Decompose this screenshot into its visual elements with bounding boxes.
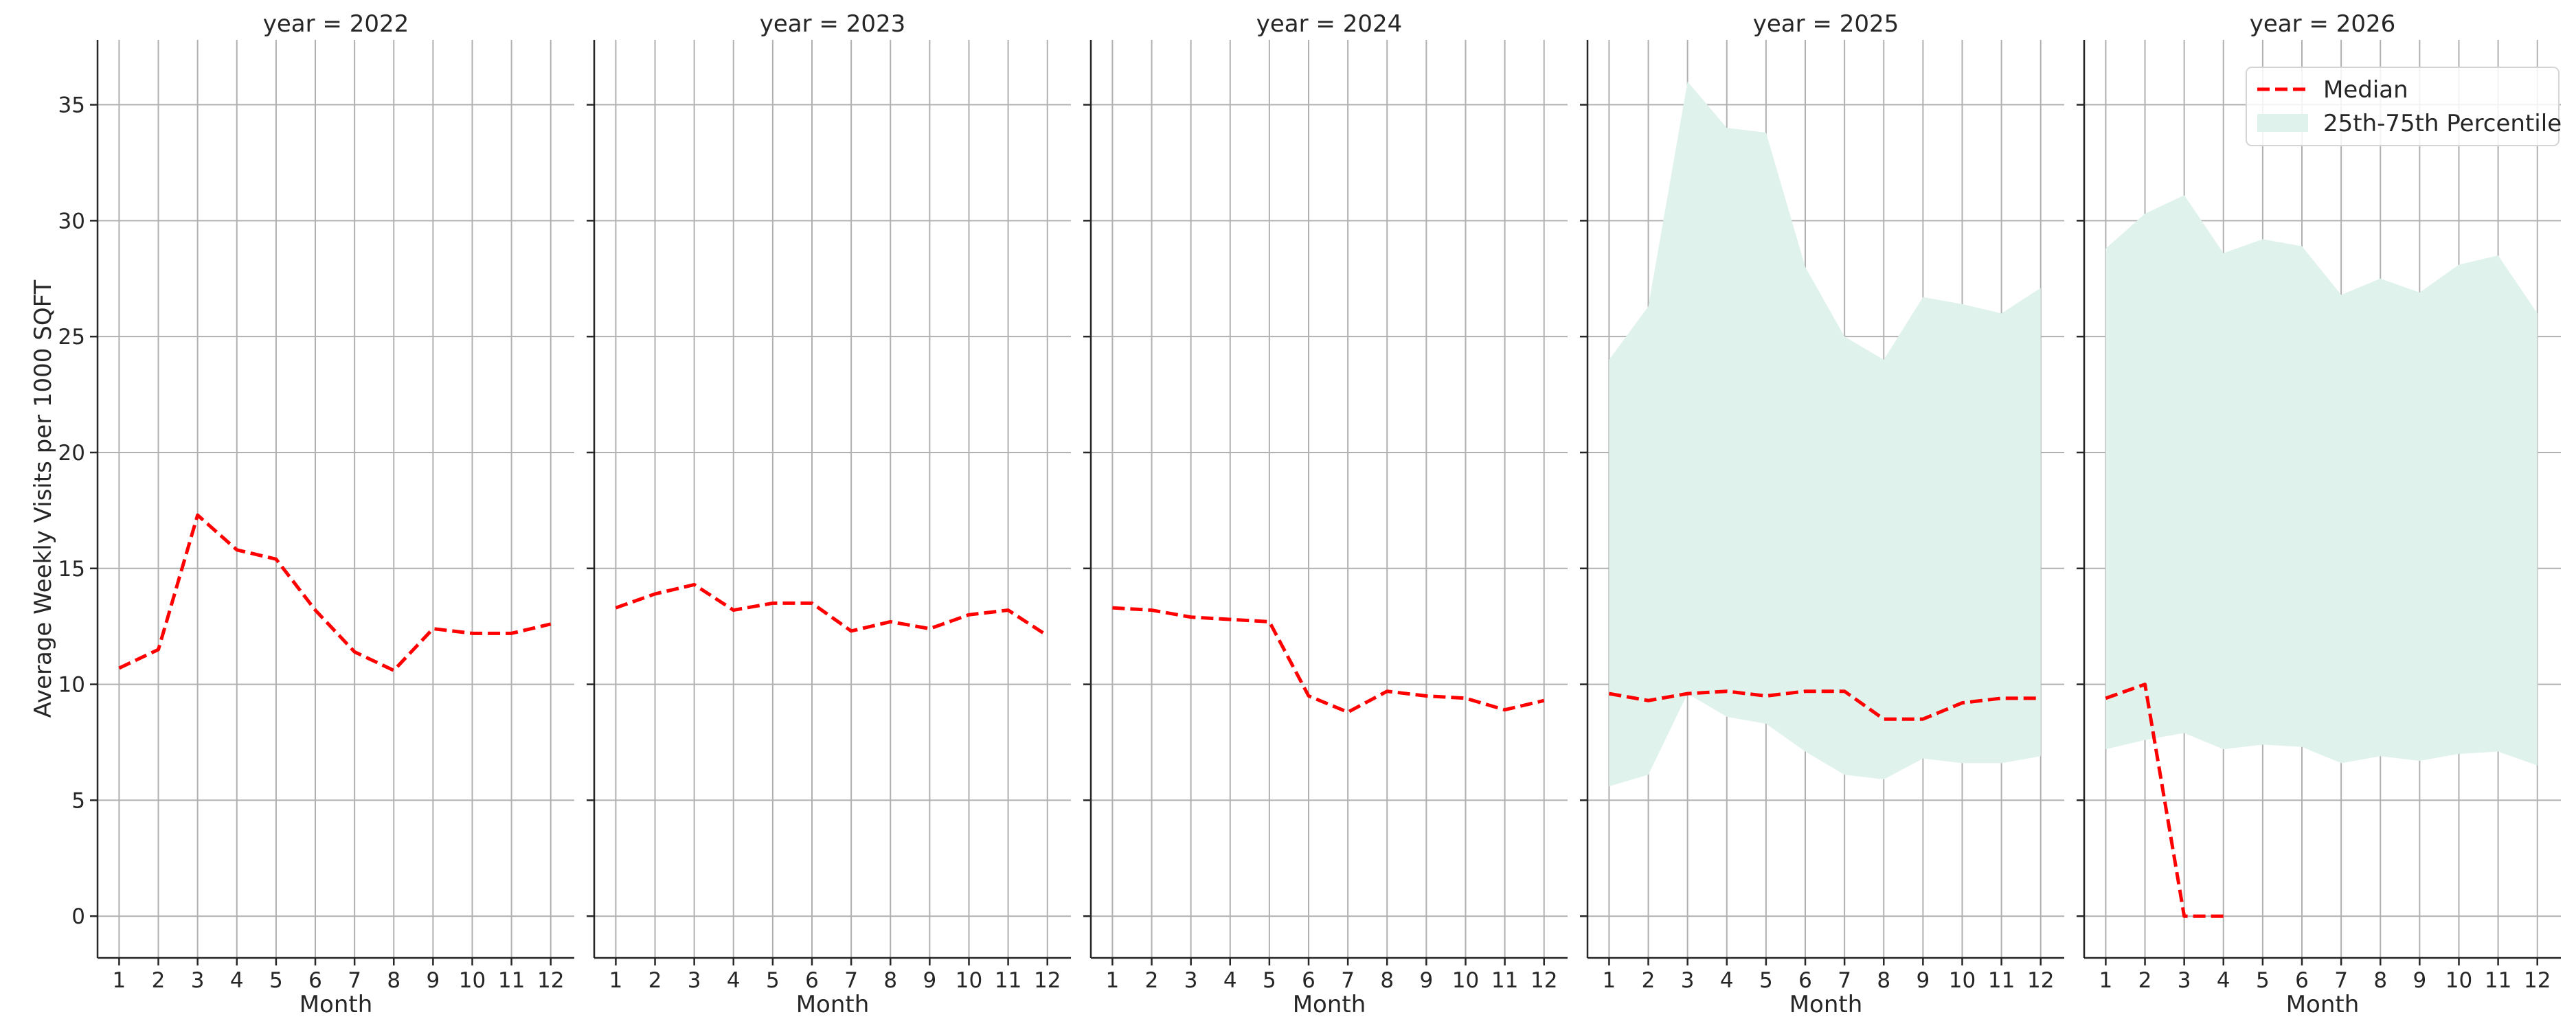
x-axis-label: Month	[2286, 991, 2360, 1018]
x-tick-label: 7	[1341, 968, 1355, 993]
x-tick-label: 9	[1420, 968, 1434, 993]
x-tick-label: 10	[956, 968, 982, 993]
x-tick-label: 5	[1263, 968, 1276, 993]
x-tick-label: 5	[1759, 968, 1773, 993]
x-axis-label: Month	[300, 991, 373, 1018]
y-tick-label: 25	[58, 325, 85, 350]
panel-title: year = 2026	[2250, 10, 2395, 38]
x-tick-label: 4	[2217, 968, 2230, 993]
x-tick-label: 4	[1720, 968, 1734, 993]
x-tick-label: 8	[387, 968, 400, 993]
x-tick-label: 12	[1530, 968, 1557, 993]
x-tick-label: 3	[191, 968, 205, 993]
x-tick-label: 2	[1642, 968, 1656, 993]
x-tick-label: 11	[2485, 968, 2511, 993]
x-tick-label: 8	[1877, 968, 1890, 993]
x-tick-label: 12	[2027, 968, 2054, 993]
legend-band-swatch	[2257, 114, 2308, 132]
x-tick-label: 9	[427, 968, 440, 993]
x-tick-label: 2	[648, 968, 662, 993]
x-tick-label: 6	[308, 968, 322, 993]
x-tick-label: 1	[113, 968, 126, 993]
x-tick-label: 10	[459, 968, 486, 993]
x-tick-label: 9	[2413, 968, 2427, 993]
panel-title: year = 2023	[760, 10, 905, 38]
x-tick-label: 10	[2445, 968, 2472, 993]
x-tick-label: 1	[1603, 968, 1616, 993]
x-tick-label: 6	[1302, 968, 1315, 993]
median-line	[615, 582, 1049, 637]
panel-title: year = 2022	[263, 10, 409, 38]
x-tick-label: 9	[1917, 968, 1930, 993]
x-tick-label: 6	[2295, 968, 2309, 993]
panel-title: year = 2024	[1256, 10, 1402, 38]
x-axis-label: Month	[796, 991, 870, 1018]
median-line	[2105, 683, 2224, 918]
x-tick-label: 12	[1034, 968, 1061, 993]
x-tick-label: 7	[348, 968, 361, 993]
x-tick-label: 12	[2524, 968, 2551, 993]
x-tick-label: 7	[1838, 968, 1851, 993]
percentile-band	[1609, 81, 2041, 787]
y-tick-label: 30	[58, 209, 85, 233]
x-tick-label: 10	[1949, 968, 1976, 993]
y-tick-label: 15	[58, 557, 85, 582]
x-tick-label: 9	[923, 968, 937, 993]
x-axis-label: Month	[1293, 991, 1366, 1018]
median-line	[118, 513, 552, 672]
x-tick-label: 7	[2334, 968, 2348, 993]
x-tick-label: 6	[1798, 968, 1812, 993]
x-tick-label: 8	[1380, 968, 1394, 993]
x-tick-label: 4	[727, 968, 741, 993]
x-tick-label: 4	[230, 968, 244, 993]
x-tick-label: 1	[609, 968, 623, 993]
legend-band-label: 25th-75th Percentile	[2323, 110, 2562, 137]
x-tick-label: 1	[1106, 968, 1120, 993]
median-line	[1112, 606, 1545, 714]
x-tick-label: 3	[2178, 968, 2191, 993]
y-tick-label: 20	[58, 441, 85, 466]
x-tick-label: 11	[1988, 968, 2015, 993]
x-tick-label: 12	[537, 968, 564, 993]
x-tick-label: 11	[1491, 968, 1518, 993]
y-axis-label: Average Weekly Visits per 1000 SQFT	[30, 279, 57, 718]
y-tick-label: 0	[71, 904, 85, 929]
x-tick-label: 11	[498, 968, 525, 993]
x-tick-label: 5	[2256, 968, 2270, 993]
x-tick-label: 2	[1145, 968, 1159, 993]
median-line	[1608, 689, 2041, 721]
x-tick-label: 8	[883, 968, 897, 993]
x-tick-label: 2	[152, 968, 166, 993]
x-tick-label: 10	[1452, 968, 1479, 993]
y-tick-label: 5	[71, 788, 85, 813]
x-tick-label: 4	[1223, 968, 1237, 993]
x-tick-label: 3	[1184, 968, 1198, 993]
x-tick-label: 3	[1681, 968, 1695, 993]
x-tick-label: 6	[805, 968, 819, 993]
x-axis-label: Month	[1789, 991, 1863, 1018]
x-tick-label: 5	[269, 968, 283, 993]
x-tick-label: 5	[766, 968, 780, 993]
x-tick-label: 8	[2373, 968, 2387, 993]
panel-title: year = 2025	[1753, 10, 1899, 38]
y-tick-label: 10	[58, 673, 85, 698]
legend-box	[2246, 67, 2560, 146]
x-tick-label: 7	[844, 968, 858, 993]
x-tick-label: 3	[688, 968, 701, 993]
legend-median-label: Median	[2323, 76, 2408, 104]
x-tick-label: 1	[2099, 968, 2113, 993]
x-tick-label: 2	[2138, 968, 2152, 993]
percentile-band	[2105, 195, 2538, 766]
x-tick-label: 11	[995, 968, 1021, 993]
y-tick-label: 35	[58, 93, 85, 118]
